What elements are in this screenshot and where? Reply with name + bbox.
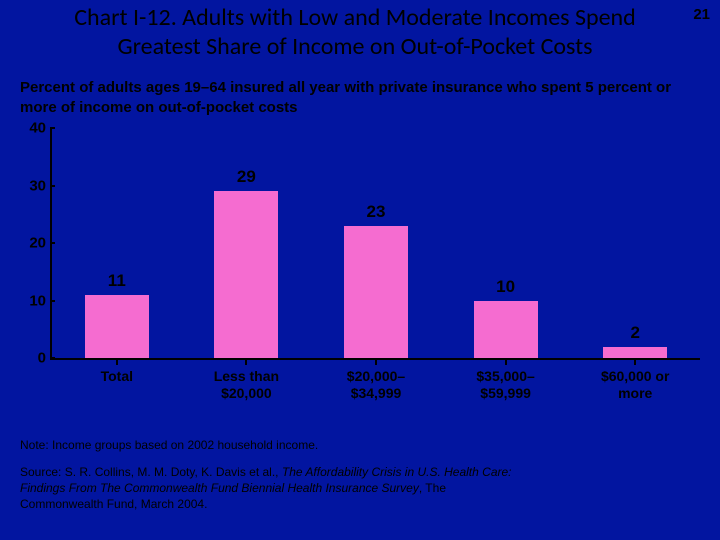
bar-value-label: 11 (85, 271, 149, 291)
bar-value-label: 2 (603, 323, 667, 343)
x-tick-mark (505, 360, 507, 365)
source-citation: Source: S. R. Collins, M. M. Doty, K. Da… (20, 464, 520, 513)
y-tick-label: 40 (29, 120, 46, 137)
bar: 2 (603, 347, 667, 359)
bar-value-label: 29 (214, 167, 278, 187)
y-tick-label: 20 (29, 235, 46, 252)
y-tick-label: 10 (29, 292, 46, 309)
x-tick-mark (634, 360, 636, 365)
chart-area: 010203040 112923102 TotalLess than$20,00… (20, 128, 700, 408)
bar: 10 (474, 301, 538, 359)
x-axis-label: Less than$20,000 (186, 368, 306, 402)
x-axis-label: $35,000–$59,999 (446, 368, 566, 402)
chart-title: Chart I-12. Adults with Low and Moderate… (30, 4, 680, 62)
y-tick-label: 0 (38, 350, 46, 367)
footnote: Note: Income groups based on 2002 househ… (20, 438, 318, 452)
x-axis-label: Total (57, 368, 177, 385)
x-axis-labels: Total Less than$20,000 $20,000–$34,999 $35,… (52, 368, 700, 408)
bar: 23 (344, 226, 408, 358)
chart-subtitle: Percent of adults ages 19–64 insured all… (20, 78, 700, 117)
bar-value-label: 23 (344, 202, 408, 222)
source-prefix: Source: S. R. Collins, M. M. Doty, K. Da… (20, 465, 282, 479)
x-tick-mark (245, 360, 247, 365)
bar: 11 (85, 295, 149, 358)
x-tick-mark (116, 360, 118, 365)
x-axis-label: $20,000–$34,999 (316, 368, 436, 402)
page-number: 21 (693, 6, 710, 23)
x-tick-mark (375, 360, 377, 365)
bar-value-label: 10 (474, 277, 538, 297)
y-tick-mark (50, 242, 55, 244)
y-tick-mark (50, 300, 55, 302)
x-axis-label: $60,000 ormore (575, 368, 695, 402)
y-tick-mark (50, 127, 55, 129)
y-axis: 010203040 (20, 128, 50, 358)
y-tick-label: 30 (29, 177, 46, 194)
y-tick-mark (50, 185, 55, 187)
plot-area: 11 29 23 10 2 (52, 128, 700, 358)
y-tick-mark (50, 357, 55, 359)
bar: 29 (214, 191, 278, 358)
